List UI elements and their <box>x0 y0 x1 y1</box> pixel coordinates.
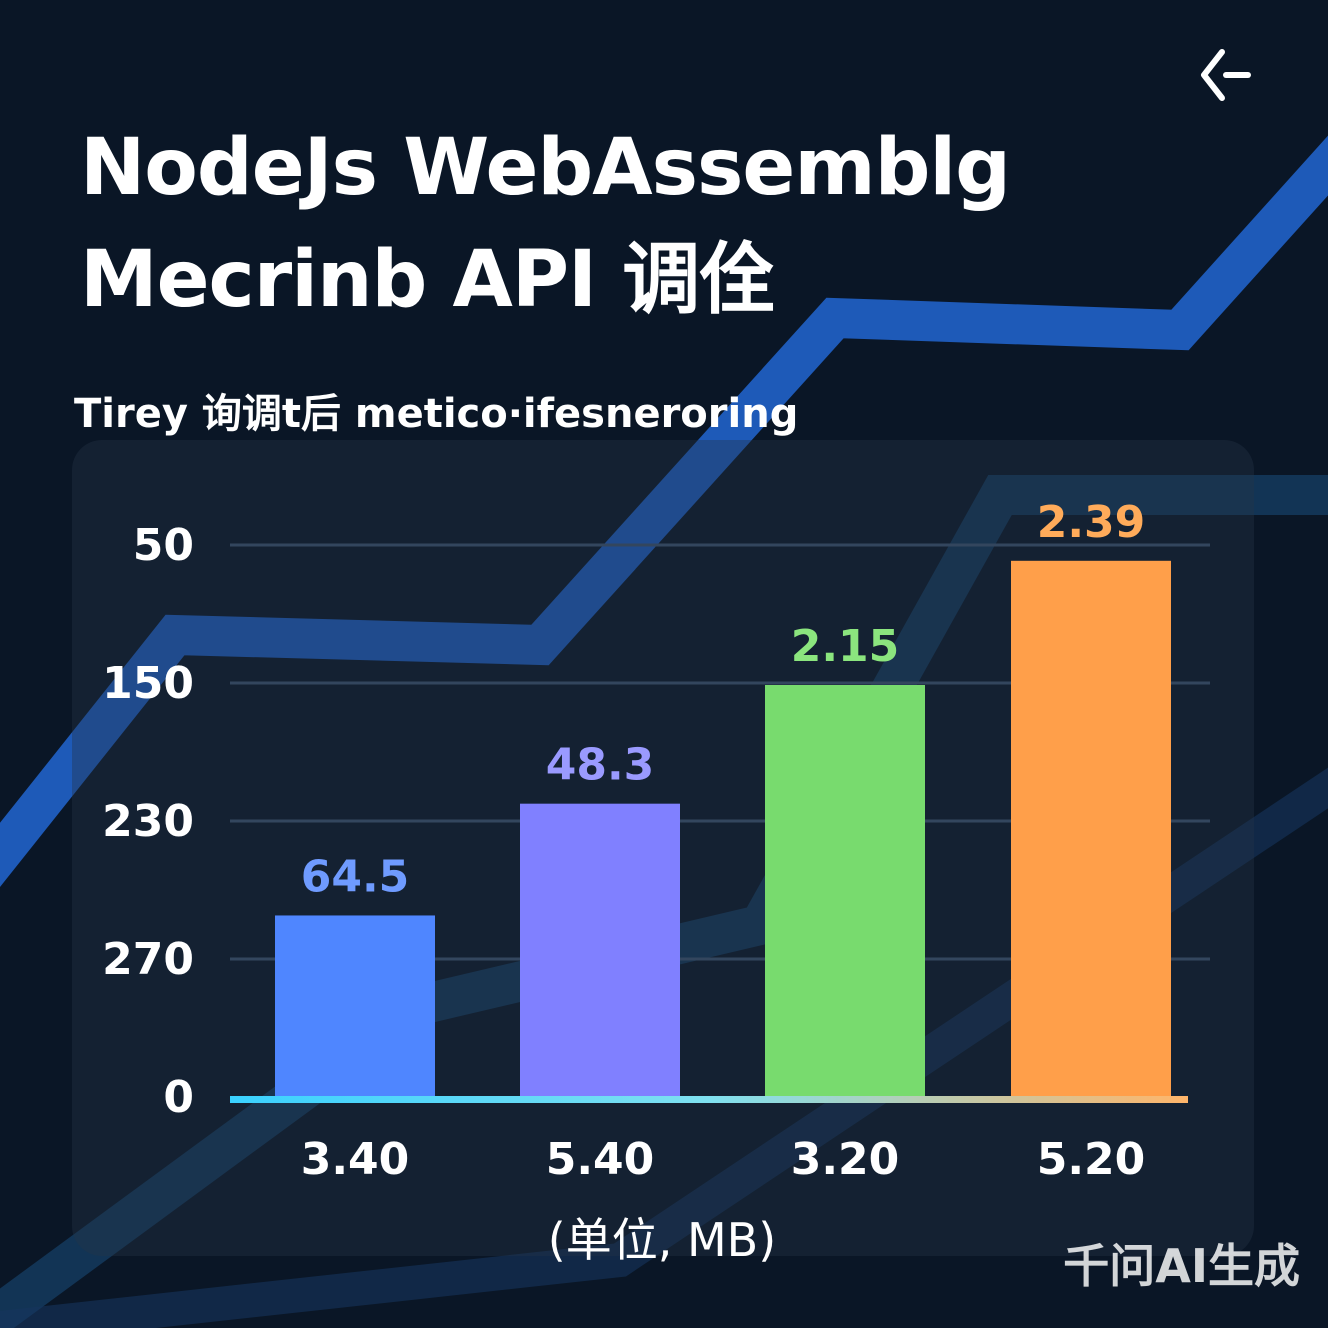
y-tick-label: 270 <box>102 934 194 985</box>
x-tick-label: 3.20 <box>791 1134 900 1185</box>
x-axis-unit-text: (单位, MB) <box>547 1213 777 1267</box>
y-tick-label: 230 <box>102 796 194 847</box>
bar-4 <box>1011 560 1171 1099</box>
watermark: 千问AI生成 <box>1063 1239 1300 1293</box>
y-tick-label: 0 <box>163 1072 194 1123</box>
back-button[interactable] <box>1194 44 1256 106</box>
bar-3 <box>765 685 925 1099</box>
x-axis-tick-labels: 3.40 5.40 3.20 5.20 <box>301 1134 1146 1185</box>
bars <box>275 560 1171 1099</box>
value-labels: 64.5 48.3 2.15 2.39 <box>301 497 1146 903</box>
x-axis-line <box>230 1096 1188 1103</box>
value-label: 48.3 <box>546 740 655 791</box>
y-tick-label: 50 <box>133 520 194 571</box>
x-tick-label: 5.20 <box>1037 1134 1146 1185</box>
title-line-2: Mecrinb API 调佺 <box>80 235 777 325</box>
x-tick-label: 5.40 <box>546 1134 655 1185</box>
bar-1 <box>275 915 435 1099</box>
value-label: 2.39 <box>1037 497 1146 548</box>
value-label: 2.15 <box>791 621 900 672</box>
arrow-left-icon <box>1201 49 1251 101</box>
value-label: 64.5 <box>301 851 410 902</box>
bar-2 <box>520 803 680 1099</box>
page-title: NodeJs WebAssemblg Mecrinb API 调佺 <box>80 112 1011 336</box>
x-axis-unit-label: (单位, MB) <box>0 1208 1328 1272</box>
page-subtitle: Tirey 询调t后 metico·ifesneroring <box>74 391 799 437</box>
y-axis-tick-labels: 50 150 230 270 0 <box>102 520 194 1123</box>
y-tick-label: 150 <box>102 658 194 709</box>
title-line-1: NodeJs WebAssemblg <box>80 123 1011 213</box>
x-tick-label: 3.40 <box>301 1134 410 1185</box>
